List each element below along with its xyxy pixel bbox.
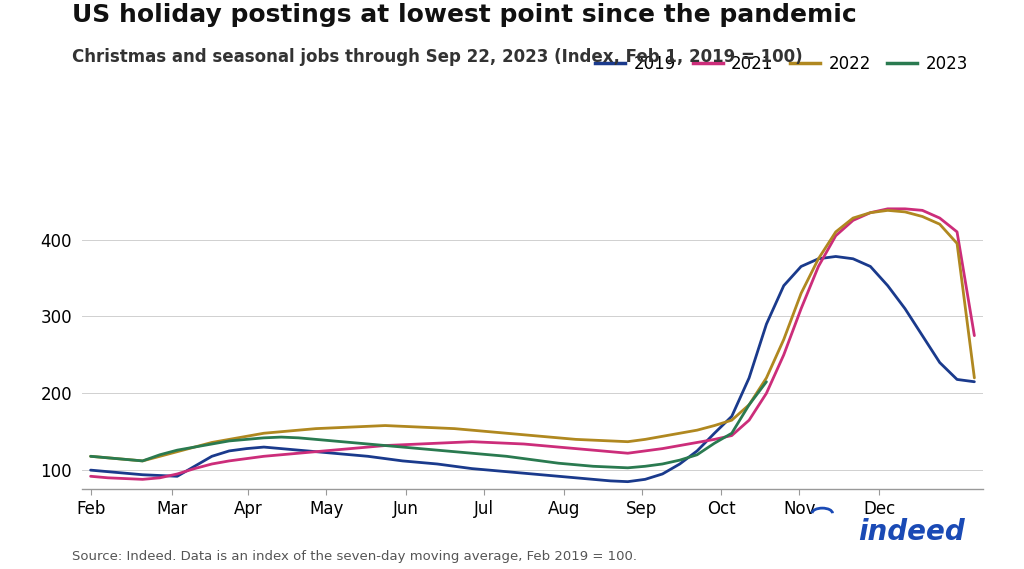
Text: indeed: indeed (858, 518, 965, 546)
Text: Christmas and seasonal jobs through Sep 22, 2023 (Index, Feb 1, 2019 = 100): Christmas and seasonal jobs through Sep … (72, 48, 803, 67)
Legend: 2019, 2021, 2022, 2023: 2019, 2021, 2022, 2023 (589, 48, 975, 79)
Text: Source: Indeed. Data is an index of the seven-day moving average, Feb 2019 = 100: Source: Indeed. Data is an index of the … (72, 550, 637, 563)
Text: US holiday postings at lowest point since the pandemic: US holiday postings at lowest point sinc… (72, 3, 856, 27)
